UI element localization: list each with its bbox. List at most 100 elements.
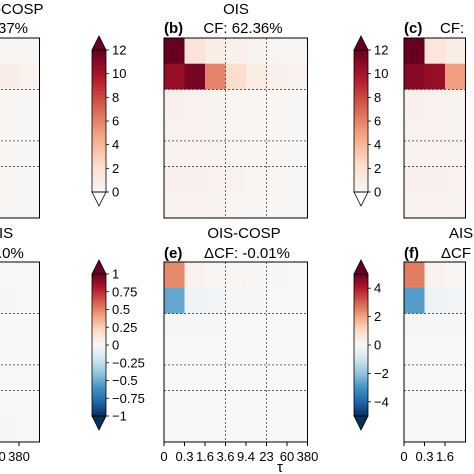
- panel-e-colorbar-segment: [354, 373, 368, 377]
- panel-b-colorbar-segment: [354, 189, 368, 193]
- panel-f-title-line2: ΔCF: [441, 245, 471, 262]
- panel-e-colorbar-segment: [354, 290, 368, 294]
- panel-b-cell: [225, 115, 247, 142]
- panel-d-colorbar-segment: [92, 387, 106, 391]
- panel-d-colorbar-segment: [92, 330, 106, 334]
- panel-b-colorbar-segment: [354, 59, 368, 63]
- panel-d-colorbar-segment: [92, 304, 106, 308]
- panel-d-colorbar-segment: [92, 382, 106, 386]
- panel-f-cell: [424, 416, 446, 443]
- panel-e-cell: [266, 416, 288, 443]
- panel-f-letter: (f): [404, 245, 419, 262]
- panel-e-cell: [184, 416, 206, 443]
- panel-b-cell: [205, 38, 226, 65]
- panel-d-colorbar-segment: [92, 337, 106, 341]
- panel-a-colorbar-segment: [92, 111, 106, 115]
- panel-a-colorbar-segment: [92, 54, 106, 58]
- panel-b-colorbar-segment: [354, 163, 368, 167]
- panel-e-colorbar-segment: [354, 380, 368, 384]
- panel-b-cell: [164, 192, 185, 219]
- panel-b-colorbar-segment: [354, 80, 368, 84]
- panel-b-colorbar-label: 4: [374, 137, 381, 152]
- panel-b-colorbar-segment: [354, 184, 368, 188]
- panel-c-cell: [445, 140, 466, 167]
- panel-d-colorbar-segment: [92, 397, 106, 400]
- panel-e-colorbar-label: 0: [374, 338, 381, 353]
- panel-e-cell: [205, 287, 226, 314]
- panel-e-cell: [184, 262, 206, 289]
- panel-e-cell: [205, 339, 226, 366]
- panel-e-colorbar-segment: [354, 278, 368, 282]
- panel-d-colorbar-segment: [92, 342, 106, 346]
- panel-a-colorbar-segment: [92, 165, 106, 169]
- panel-e-colorbar-segment: [354, 316, 368, 320]
- panel-b-cell: [246, 192, 267, 219]
- panel-e-colorbar-label: 4: [374, 281, 381, 296]
- panel-e-cell: [266, 262, 288, 289]
- panel-e-colorbar-segment: [354, 361, 368, 365]
- panel-b-colorbar-segment: [354, 125, 368, 129]
- panel-d-colorbar-segment: [92, 401, 106, 405]
- panel-e-colorbar-segment: [354, 389, 368, 393]
- panel-b-colorbar-segment: [354, 182, 368, 186]
- panel-a-colorbar-segment: [92, 113, 106, 117]
- panel-e-xtick-label: 9.4: [237, 449, 255, 464]
- panel-d-xtick-label: 60: [0, 449, 6, 464]
- panel-b-cell: [266, 140, 288, 167]
- panel-b-cell: [246, 115, 267, 142]
- panel-e-colorbar: 4 2 0 −2 −4: [353, 259, 389, 431]
- panel-e-xtick-label: 0: [160, 449, 167, 464]
- panel-b-colorbar-segment: [354, 92, 368, 96]
- panel-b-cell: [205, 166, 226, 193]
- panel-e-cell: [287, 287, 308, 314]
- panel-e-colorbar-segment: [354, 359, 368, 362]
- panel-e-colorbar-segment: [354, 352, 368, 355]
- panel-b-colorbar-segment: [354, 90, 368, 93]
- panel-d-colorbar-bottom-extend: [91, 415, 107, 431]
- panel-b-colorbar-segment: [354, 118, 368, 122]
- panel-d-colorbar-segment: [92, 378, 106, 381]
- panel-a-colorbar-segment: [92, 170, 106, 174]
- panel-a-colorbar-segment: [92, 175, 106, 179]
- panel-b-colorbar-label: 10: [374, 66, 388, 81]
- panel-e-cell: [164, 287, 185, 314]
- panel-e-colorbar-segment: [354, 330, 368, 334]
- panel-a-colorbar-segment: [92, 123, 106, 127]
- panel-e-colorbar-segment: [354, 300, 368, 303]
- panel-d-colorbar-segment: [92, 366, 106, 370]
- panel-b-colorbar-segment: [354, 102, 368, 105]
- panel-b-colorbar-bottom-extend: [353, 191, 369, 207]
- panel-d-colorbar-segment: [92, 311, 106, 315]
- panel-a-colorbar-segment: [92, 116, 106, 120]
- panel-c-cell: [445, 192, 466, 219]
- panel-a-colorbar-segment: [92, 180, 106, 183]
- panel-b-cell: [287, 63, 308, 90]
- panel-b-colorbar-segment: [354, 87, 368, 91]
- panel-b-colorbar-segment: [354, 52, 368, 56]
- panel-c-cell: [424, 89, 446, 116]
- panel-b-colorbar-segment: [354, 61, 368, 65]
- panel-b-cell: [246, 166, 267, 193]
- panel-a-colorbar-segment: [92, 97, 106, 101]
- panel-e-colorbar-segment: [354, 408, 368, 412]
- panel-d-colorbar-segment: [92, 314, 106, 317]
- panel-f-cell: [424, 364, 446, 391]
- panel-e-xtick-label: 0.3: [175, 449, 193, 464]
- panel-e-colorbar-segment: [354, 326, 368, 329]
- panel-d-colorbar-segment: [92, 340, 106, 344]
- panel-f-heatmap: 0 0.3 1.6: [400, 261, 466, 464]
- panel-e-cell: [225, 262, 247, 289]
- panel-e-colorbar-segment: [354, 342, 368, 346]
- panel-b-colorbar-segment: [354, 83, 368, 86]
- panel-a-colorbar-segment: [92, 154, 106, 157]
- panel-d-cell: [19, 313, 40, 340]
- panel-b-colorbar-segment: [354, 66, 368, 70]
- panel-b-letter: (b): [164, 20, 183, 37]
- panel-b-cell: [184, 89, 206, 116]
- panel-d-colorbar-segment: [92, 326, 106, 329]
- panel-e-cell: [287, 364, 308, 391]
- panel-b-cell: [266, 192, 288, 219]
- panel-b-cell: [266, 166, 288, 193]
- panel-d-cell: [19, 339, 40, 366]
